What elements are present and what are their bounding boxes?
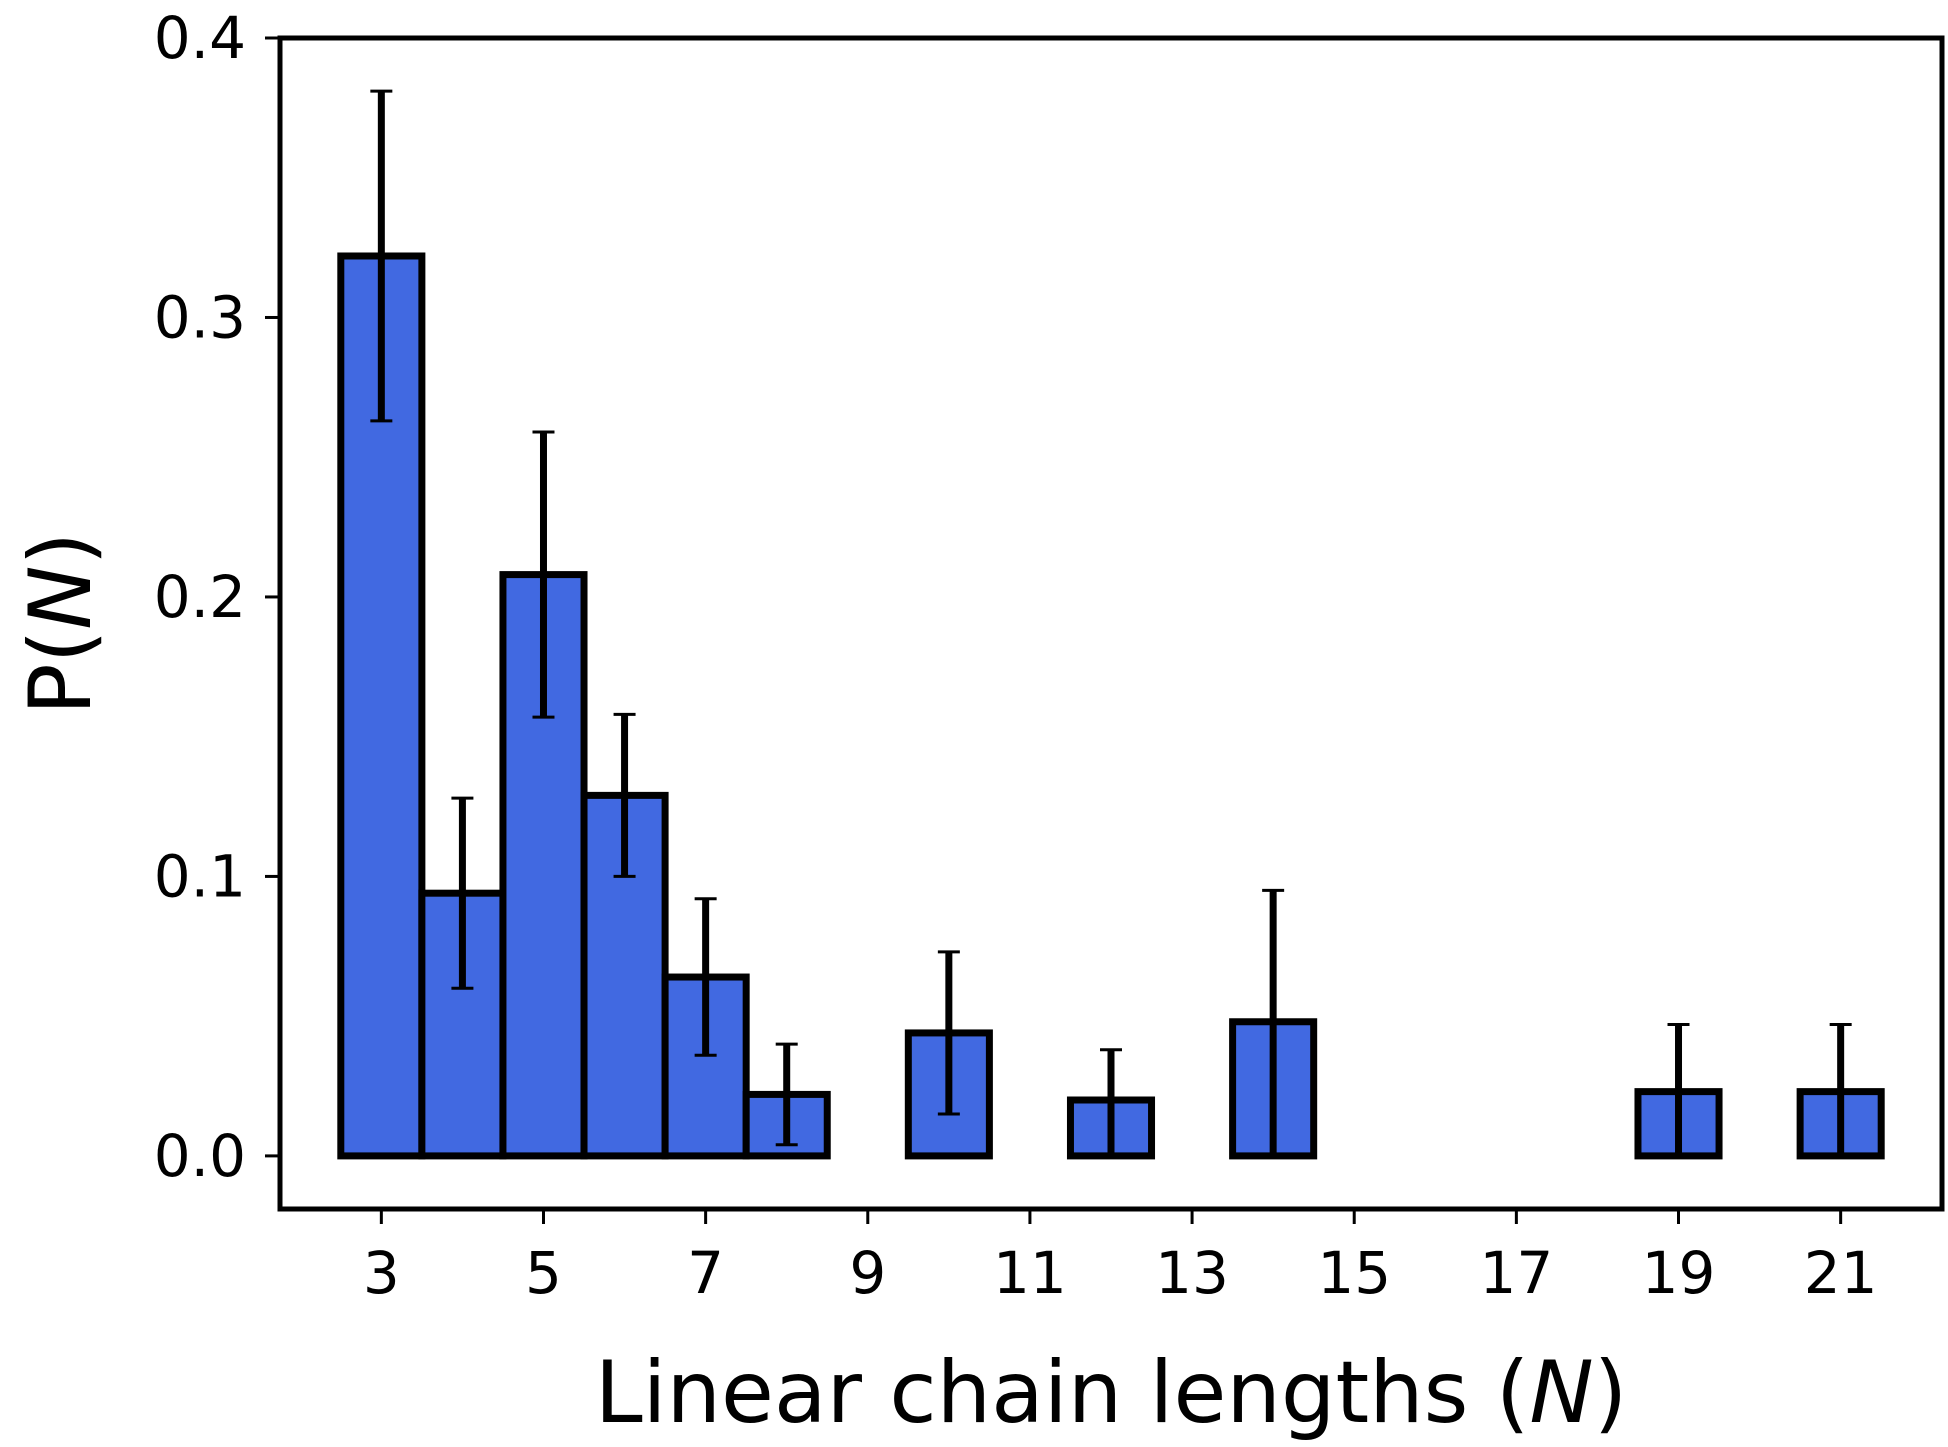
error-bar-n-6 [613, 712, 636, 878]
x-tick-label: 3 [363, 1239, 400, 1307]
x-axis-label: Linear chain lengths (N) [595, 1343, 1628, 1443]
x-axis-label-prefix: Linear chain lengths ( [595, 1343, 1530, 1443]
x-axis-label-variable: N [1529, 1343, 1593, 1443]
x-tick-label: 7 [687, 1239, 724, 1307]
x-axis-label-suffix: ) [1594, 1343, 1628, 1443]
x-tick-label: 5 [525, 1239, 562, 1307]
y-tick-label: 0.3 [154, 283, 246, 351]
error-bar-n-7 [694, 897, 717, 1057]
error-bar-n-21 [1829, 1023, 1852, 1158]
x-tick-label: 19 [1642, 1239, 1716, 1307]
x-tick-label: 9 [849, 1239, 886, 1307]
y-tick-label: 0.0 [154, 1122, 246, 1190]
error-bars-layer [370, 89, 1852, 1158]
y-axis-label: P(N) [11, 532, 111, 715]
error-bar-n-8 [775, 1042, 798, 1147]
y-axis-label-variable: N [11, 565, 111, 629]
y-tick-label: 0.2 [154, 563, 246, 631]
x-tick-label: 15 [1317, 1239, 1391, 1307]
x-tick-label: 17 [1479, 1239, 1553, 1307]
y-axis-label-prefix: P( [11, 630, 111, 715]
y-axis-ticks: 0.0 0.1 0.2 0.3 0.4 [154, 4, 280, 1190]
error-bar-n-5 [532, 430, 555, 719]
error-bar-n-14 [1262, 888, 1285, 1158]
x-axis-ticks: 3 5 7 9 11 13 15 17 19 21 [363, 1209, 1878, 1307]
error-bar-n-10 [937, 950, 960, 1116]
x-tick-label: 21 [1804, 1239, 1878, 1307]
error-bar-n-19 [1667, 1023, 1690, 1158]
y-tick-label: 0.1 [154, 842, 246, 910]
x-tick-label: 11 [993, 1239, 1067, 1307]
error-bar-n-12 [1100, 1048, 1122, 1158]
x-tick-label: 13 [1155, 1239, 1229, 1307]
error-bar-n-4 [451, 796, 474, 990]
error-bar-n-3 [370, 89, 393, 423]
y-axis-label-suffix: ) [11, 532, 111, 566]
y-tick-label: 0.4 [154, 4, 246, 72]
plot-area-frame [277, 35, 1945, 1212]
